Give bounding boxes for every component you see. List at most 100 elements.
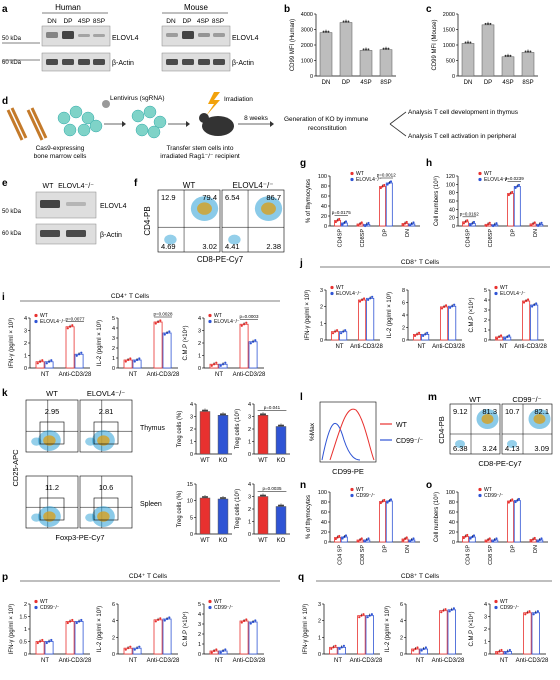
data-point [163, 333, 166, 336]
y-tick-label: 0.5 [19, 640, 27, 646]
x-tick-label: KO [219, 538, 228, 544]
y-tick-label: 1 [24, 354, 27, 360]
y-tick-label: 1 [248, 440, 251, 446]
y-tick-label: 1 [320, 321, 323, 327]
legend-label: ELOVL4⁻/⁻ [356, 177, 382, 183]
label: CD4⁺ T Cells [129, 573, 168, 580]
x-tick-label: CD8 SP [360, 545, 366, 565]
data-point [66, 327, 69, 330]
y-tick-label: 10 [187, 499, 193, 505]
y-tick-label: 80 [321, 184, 327, 190]
bar-wt [379, 501, 386, 543]
label: CD4-PB [143, 206, 152, 235]
density-core [533, 414, 546, 424]
y-tick-label: 80 [321, 500, 327, 506]
data-point [514, 186, 517, 190]
data-point [41, 638, 44, 642]
bar [199, 497, 211, 535]
y-axis-label: C.M.P (×10⁴) [182, 326, 189, 361]
label: 9.12 [453, 407, 468, 416]
bar-wt [153, 321, 163, 369]
blot-band [213, 59, 225, 65]
bar-ko [513, 500, 521, 543]
data-point [531, 305, 534, 308]
y-tick-label: 40 [321, 520, 327, 526]
y-tick-label: 4 [112, 326, 115, 332]
data-point [129, 645, 132, 648]
y-axis-label: IL-2 (pg/ml × 10³) [97, 320, 103, 366]
y-tick-label: 1 [24, 627, 27, 633]
data-point [524, 613, 527, 616]
y-tick-label: 3 [320, 288, 323, 294]
label: 8SP [212, 18, 224, 25]
label: 11.2 [45, 483, 59, 492]
density-core [197, 202, 212, 215]
y-tick-label: 40 [449, 207, 455, 213]
y-tick-label: 0 [112, 366, 115, 372]
label: Foxp3-PE-Cy7 [55, 533, 104, 542]
data-point [332, 646, 335, 649]
y-axis-label: IFN-γ (pg/ml × 10³) [305, 290, 311, 341]
density-cloud [455, 440, 465, 448]
panel-letter-i: i [2, 292, 5, 303]
p-value: p=0.0012 [377, 173, 396, 178]
y-tick-label: 2 [402, 326, 405, 332]
legend-marker [478, 177, 482, 182]
bar [501, 56, 515, 77]
data-point [260, 413, 263, 416]
data-point [133, 360, 136, 363]
y-axis-label: Treg cells (%) [177, 411, 183, 448]
y-tick-label: 2 [484, 318, 487, 324]
data-point [526, 298, 530, 301]
label: 4.69 [161, 242, 176, 251]
data-point [509, 54, 512, 57]
chart-k1: 0 1 2 3 4 Treg cells (%) WT KO [177, 402, 232, 464]
blot-band [40, 200, 60, 208]
bar [217, 415, 229, 455]
data-point [385, 47, 387, 50]
y-tick-label: 1500 [443, 28, 455, 34]
panel-letter-l: l [300, 392, 303, 403]
data-point [417, 331, 421, 334]
legend-label: WT [214, 313, 222, 319]
blot-membrane [161, 25, 231, 47]
flow-k-spleen-ko [79, 475, 133, 529]
legend-label: ELOVL4⁻/⁻ [40, 319, 66, 325]
y-tick-label: 3 [198, 329, 201, 335]
label: 81.3 [482, 407, 497, 416]
y-tick-label: 3 [190, 415, 193, 421]
label: irradiated Rag1⁻/⁻ recipient [160, 153, 240, 160]
data-point [530, 539, 533, 543]
data-point [325, 30, 327, 33]
data-point [508, 334, 511, 337]
label: Mouse [184, 3, 209, 12]
data-point [535, 302, 538, 305]
p-value: p=0.041 [264, 405, 281, 410]
y-tick-label: 100 [446, 182, 455, 188]
label: bone marrow cells [34, 153, 87, 160]
data-point [386, 501, 389, 504]
data-point [219, 364, 222, 367]
x-tick-label: DN [464, 80, 473, 86]
data-point [365, 48, 367, 51]
chart-i3: 0 1 2 3 4 C.M.P (×10⁴) NT Anti-CD3/28 p=0.0003 WT… [182, 313, 266, 378]
y-tick-label: 0 [484, 652, 487, 658]
bar-wt [357, 299, 367, 341]
blot-band [166, 33, 178, 37]
data-point [280, 424, 282, 427]
legend-marker [350, 493, 354, 498]
y-axis-label: Cell numbers (10⁶) [433, 176, 440, 226]
legend-label: WT [336, 285, 344, 291]
data-point [504, 54, 507, 57]
data-point [159, 319, 162, 322]
label: CD8-PE-Cy7 [478, 459, 521, 468]
data-point [507, 193, 510, 197]
density-core [481, 414, 494, 424]
data-point [383, 498, 386, 502]
bar-ko [513, 186, 521, 227]
legend-marker [478, 487, 482, 492]
chart-j1: 0 1 2 3 IFN-γ (pg/ml × 10³) NT Anti-CD3/28 WTEL… [305, 285, 384, 350]
panel-letter-q: q [298, 572, 304, 583]
y-tick-label: 4 [484, 298, 487, 304]
